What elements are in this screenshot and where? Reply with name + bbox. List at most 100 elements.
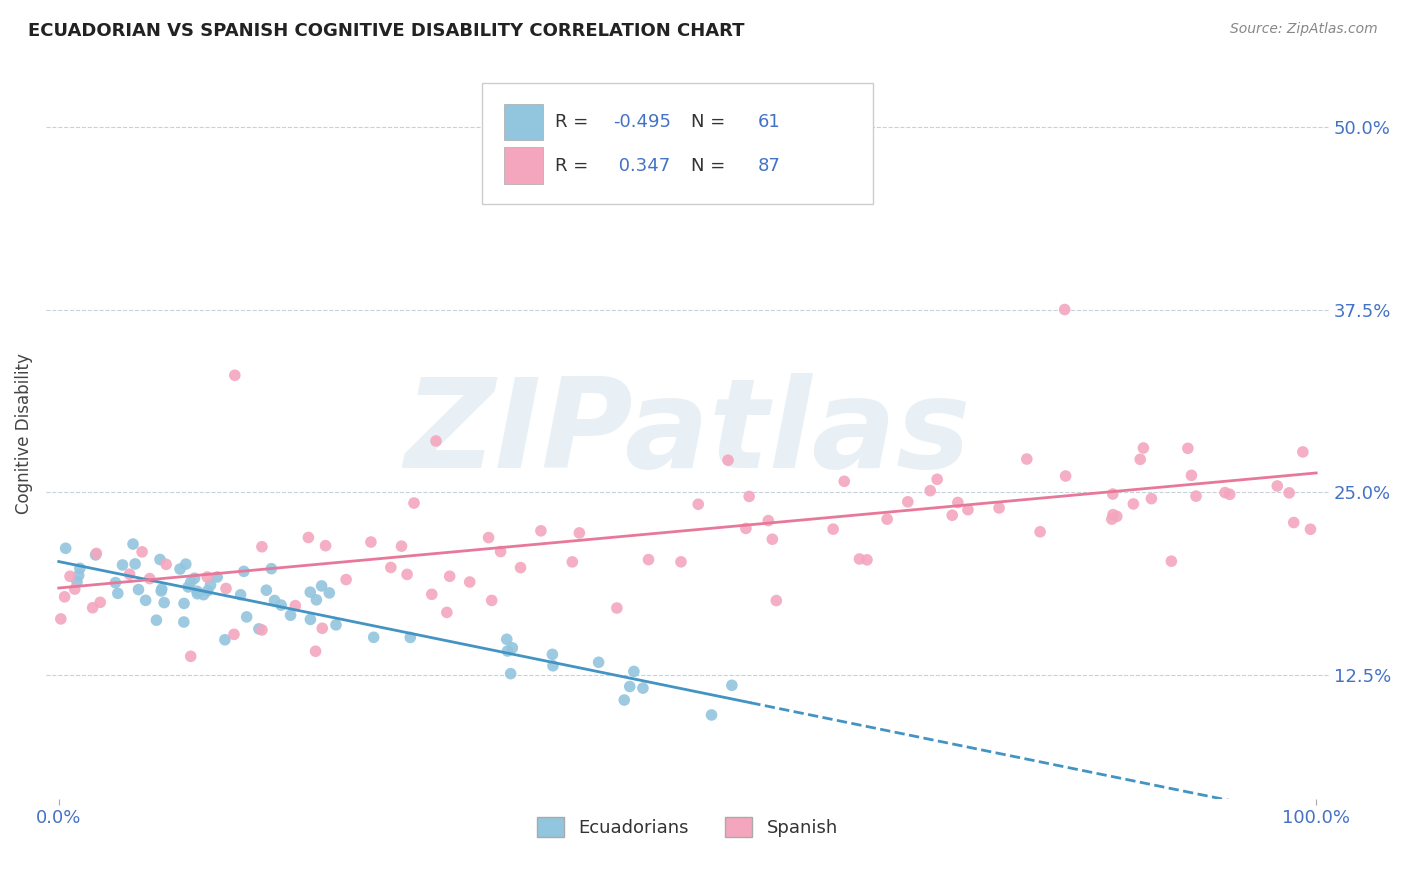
Text: 0.347: 0.347 [613, 157, 671, 175]
Point [832, 475, 855, 489]
Text: N =: N = [692, 157, 731, 175]
Point [391, 539, 413, 553]
Point [150, 584, 173, 599]
Point [541, 648, 564, 662]
Point [575, 186, 598, 200]
Point [122, 537, 145, 551]
Point [588, 655, 610, 669]
Point [104, 575, 127, 590]
Legend: Ecuadorians, Spanish: Ecuadorians, Spanish [530, 809, 845, 845]
Text: -0.495: -0.495 [613, 112, 671, 131]
Point [205, 570, 228, 584]
Point [1265, 479, 1288, 493]
Point [631, 681, 654, 695]
Point [402, 496, 425, 510]
Point [1102, 508, 1125, 522]
Point [49, 612, 72, 626]
Point [1015, 452, 1038, 467]
Point [200, 578, 222, 592]
Point [214, 632, 236, 647]
Point [53, 590, 76, 604]
Point [270, 598, 292, 612]
Point [688, 497, 710, 511]
Point [325, 618, 347, 632]
Point [399, 631, 422, 645]
Point [420, 587, 443, 601]
Point [195, 570, 218, 584]
Point [118, 567, 141, 582]
Point [1140, 491, 1163, 506]
Point [425, 434, 447, 448]
Point [174, 557, 197, 571]
Point [229, 588, 252, 602]
Point [304, 644, 326, 658]
Point [541, 658, 564, 673]
Point [155, 558, 177, 572]
Point [311, 579, 333, 593]
Point [458, 574, 481, 589]
Point [1185, 489, 1208, 503]
Point [180, 649, 202, 664]
Point [946, 495, 969, 509]
Point [1299, 522, 1322, 536]
FancyBboxPatch shape [505, 147, 543, 184]
Point [363, 630, 385, 644]
Point [1029, 524, 1052, 539]
FancyBboxPatch shape [482, 83, 873, 203]
Point [124, 557, 146, 571]
Point [222, 627, 245, 641]
Point [941, 508, 963, 523]
Point [280, 608, 302, 623]
Point [235, 610, 257, 624]
Point [86, 546, 108, 560]
Point [735, 521, 758, 535]
Point [69, 561, 91, 575]
Point [193, 588, 215, 602]
Point [197, 583, 219, 598]
Point [439, 569, 461, 583]
Point [169, 562, 191, 576]
Point [669, 555, 692, 569]
Point [988, 500, 1011, 515]
Point [1160, 554, 1182, 568]
Point [927, 472, 949, 486]
Point [717, 453, 740, 467]
Point [1180, 468, 1202, 483]
Point [89, 595, 111, 609]
Point [67, 568, 90, 582]
Point [173, 615, 195, 629]
Point [254, 583, 277, 598]
Point [606, 601, 628, 615]
Point [1053, 302, 1076, 317]
Point [920, 483, 942, 498]
Point [224, 368, 246, 383]
Point [765, 593, 787, 607]
Point [1177, 442, 1199, 456]
Point [138, 572, 160, 586]
Point [561, 555, 583, 569]
Point [568, 525, 591, 540]
Point [738, 490, 761, 504]
Point [756, 514, 779, 528]
Point [1282, 516, 1305, 530]
Point [823, 522, 845, 536]
Point [318, 586, 340, 600]
Point [489, 544, 512, 558]
Point [856, 553, 879, 567]
Point [1101, 487, 1123, 501]
Point [153, 596, 176, 610]
Point [247, 622, 270, 636]
Point [260, 562, 283, 576]
Point [180, 574, 202, 589]
Point [63, 582, 86, 596]
Point [1132, 441, 1154, 455]
Point [215, 582, 238, 596]
Point [481, 593, 503, 607]
Point [501, 640, 523, 655]
Point [623, 665, 645, 679]
Text: 87: 87 [758, 157, 780, 175]
Point [107, 586, 129, 600]
Point [135, 593, 157, 607]
Point [250, 540, 273, 554]
Point [1278, 486, 1301, 500]
